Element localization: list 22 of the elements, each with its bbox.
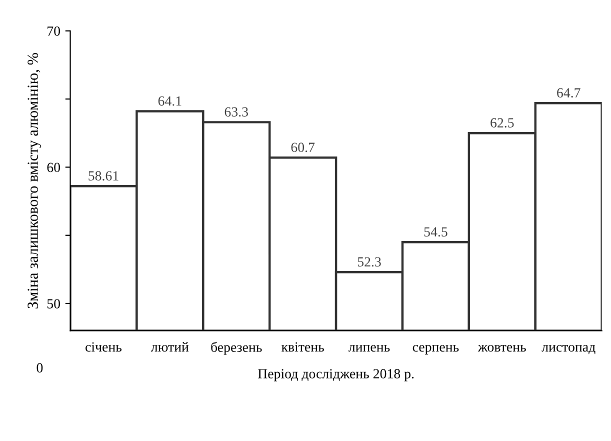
x-tick-label: листопад [542,344,596,354]
data-label: 60.7 [291,142,315,152]
data-label: 52.3 [358,257,381,267]
text: 0 [36,363,43,373]
y-axis-title: Зміна залишкового вмісту алюмінію, % [28,53,42,308]
data-label: 64.1 [158,96,182,106]
x-tick-label: жовтень [478,344,526,352]
x-tick-label: березень [211,342,262,355]
x-axis-title: Період досліджень 2018 р. [258,369,414,382]
data-label: 62.5 [490,118,514,128]
y-tick-label: 50 [47,299,60,308]
data-label: 63.3 [224,107,248,117]
x-tick-label: лютий [151,342,189,352]
y-tick-label: 60 [47,162,60,172]
y-tick-label: 70 [48,26,60,36]
data-label: 64.7 [557,88,580,98]
x-tick-label: липень [348,344,390,352]
data-label: 58.61 [88,171,118,181]
x-tick-label: квітень [281,342,324,352]
x-tick-label: січень [86,342,122,352]
x-tick-label: серпень [412,344,459,354]
data-label: 54.5 [424,227,448,237]
